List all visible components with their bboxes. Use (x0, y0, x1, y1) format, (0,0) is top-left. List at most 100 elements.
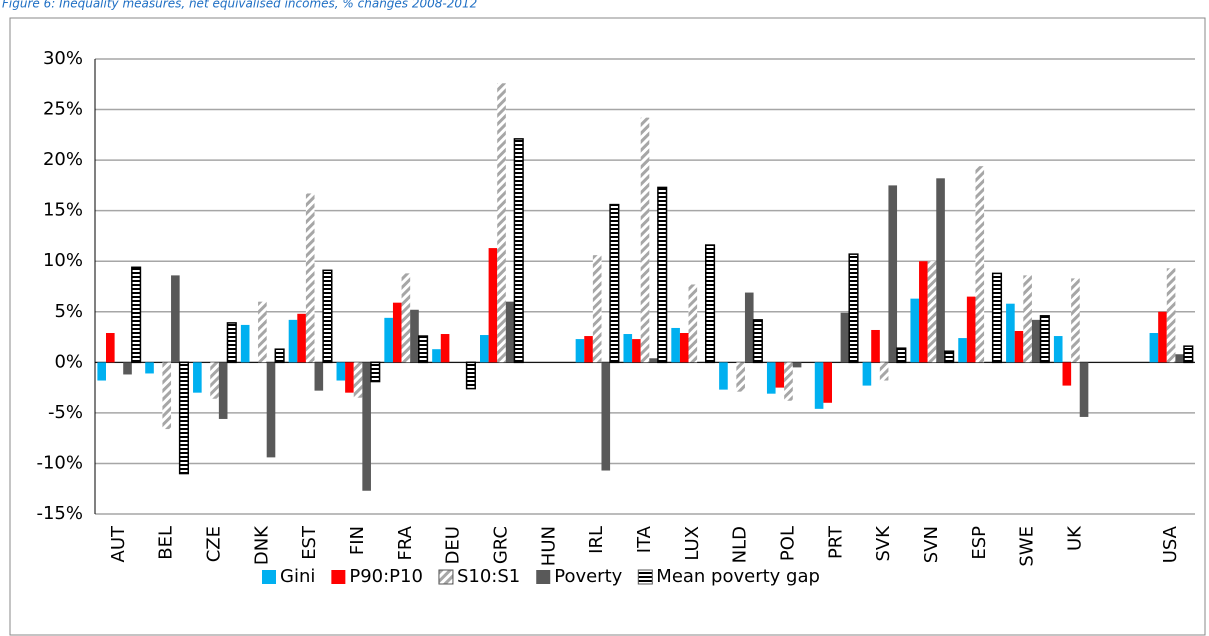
bar (704, 244, 716, 364)
x-tick-label: POL (777, 526, 798, 561)
bar (1071, 278, 1080, 363)
legend-swatch (438, 569, 454, 585)
x-tick-label: AUT (108, 525, 129, 562)
bar (752, 319, 763, 364)
y-tick-label: 30% (43, 48, 83, 69)
bar (418, 335, 429, 364)
bar (1014, 330, 1024, 363)
bar (314, 362, 324, 391)
bar (1183, 345, 1194, 364)
legend-label: Gini (280, 566, 315, 587)
bar (145, 362, 154, 374)
bar (744, 292, 754, 363)
bar (766, 362, 776, 394)
bar (171, 275, 180, 363)
bar (975, 166, 985, 363)
bar (440, 334, 450, 363)
x-tick-label: DNK (251, 525, 272, 565)
bar (792, 362, 802, 368)
bar (775, 362, 785, 388)
x-tick-label: SVN (921, 526, 942, 563)
y-tick-label: 15% (43, 200, 83, 221)
chart-title: Figure 6: Inequality measures, net equiv… (2, 0, 477, 11)
bar (871, 329, 880, 363)
x-tick-label: PRT (825, 525, 846, 559)
bar (784, 362, 793, 401)
x-tick-label: LUX (682, 526, 703, 561)
y-tick-label: -15% (36, 503, 83, 524)
x-tick-label: SVK (873, 525, 894, 562)
bar (679, 333, 689, 363)
bar (336, 362, 346, 381)
bar (297, 313, 306, 363)
x-tick-label: USA (1160, 525, 1181, 563)
bar (657, 186, 668, 364)
legend-label: Poverty (554, 566, 622, 587)
bar (966, 296, 976, 363)
bar (305, 193, 315, 363)
bar (936, 178, 945, 363)
legend-swatch (331, 570, 346, 584)
x-tick-label: DEU (443, 526, 464, 564)
x-tick-label: BEL (156, 526, 177, 560)
legend-label: P90:P10 (349, 566, 423, 587)
bar (575, 339, 585, 363)
bar (432, 349, 441, 363)
bar (958, 338, 967, 363)
bar (1023, 275, 1032, 363)
bar (1062, 362, 1072, 386)
bar (840, 312, 850, 363)
bar (353, 362, 363, 398)
bar (1006, 303, 1015, 363)
x-tick-label: FRA (395, 525, 416, 560)
x-tick-label: ESP (969, 526, 990, 560)
bar (671, 327, 680, 363)
x-tick-label: UK (1064, 525, 1085, 551)
x-tick-label: HUN (538, 526, 559, 566)
chart-frame (9, 17, 1206, 636)
bar (823, 362, 832, 403)
bar (288, 319, 298, 363)
x-tick-label: GRC (491, 526, 512, 564)
x-tick-label: IRL (586, 526, 607, 554)
legend-swatch (637, 569, 653, 585)
bar (623, 334, 633, 363)
bar (362, 362, 371, 491)
bar (888, 185, 898, 363)
bar (1175, 354, 1184, 363)
bar (274, 348, 285, 364)
bar (488, 248, 498, 363)
bar (896, 347, 907, 364)
legend-label: S10:S1 (457, 566, 520, 587)
bar (1079, 362, 1089, 417)
x-tick-label: ITA (634, 525, 655, 553)
bar (814, 362, 824, 409)
bar (927, 261, 937, 363)
bar (322, 269, 333, 364)
y-tick-label: -5% (48, 402, 83, 423)
bar (640, 117, 650, 363)
bar (497, 83, 506, 363)
bar (584, 336, 593, 363)
bar (991, 272, 1003, 364)
bar (736, 362, 745, 392)
y-tick-label: 5% (54, 301, 83, 322)
legend-label: Mean poverty gap (656, 566, 820, 587)
bar (862, 362, 872, 386)
bar (131, 266, 142, 364)
x-tick-label: EST (299, 525, 320, 560)
bar (178, 361, 190, 475)
bar (919, 261, 928, 363)
bar (688, 284, 698, 363)
y-tick-label: 25% (43, 99, 83, 120)
bar (1053, 336, 1063, 363)
bar (401, 273, 411, 363)
bar (258, 301, 267, 363)
bar (879, 362, 889, 381)
bar (719, 362, 728, 390)
bar (609, 203, 620, 364)
y-tick-label: 20% (43, 149, 83, 170)
bar (345, 362, 354, 393)
bar (1166, 268, 1176, 363)
bar (210, 362, 219, 399)
